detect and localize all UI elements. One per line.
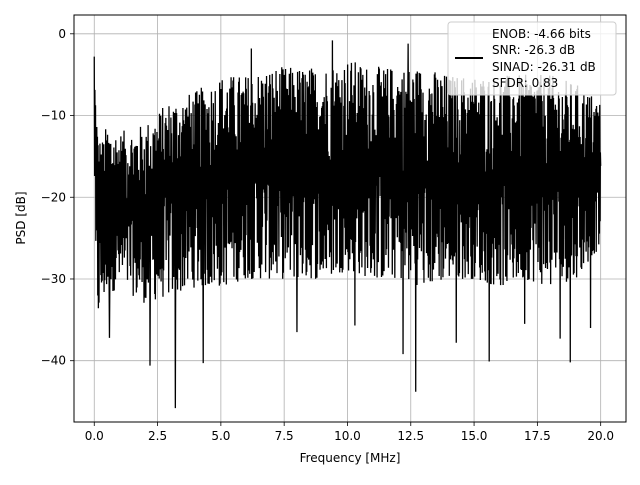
y-tick-label: −20: [41, 190, 66, 204]
y-tick-label: 0: [58, 27, 66, 41]
x-tick-label: 12.5: [397, 429, 424, 443]
x-tick-label: 10.0: [334, 429, 361, 443]
legend-entry-enob: ENOB: -4.66 bits: [492, 27, 591, 41]
x-tick-label: 5.0: [211, 429, 230, 443]
y-axis-title: PSD [dB]: [14, 191, 28, 244]
axes-border: [73, 14, 627, 423]
x-tick-label: 20.0: [587, 429, 614, 443]
legend-entry-snr: SNR: -26.3 dB: [492, 43, 575, 57]
legend-box: [447, 21, 617, 96]
x-tick-label: 0.0: [85, 429, 104, 443]
legend-entry-sfdr: SFDR: 0.83: [492, 76, 558, 90]
y-tick-label: −40: [41, 354, 66, 368]
x-tick-label: 2.5: [148, 429, 167, 443]
legend-entry-sinad: SINAD: -26.31 dB: [492, 60, 596, 74]
psd-series: [93, 40, 602, 409]
legend: ENOB: -4.66 bits SNR: -26.3 dB SINAD: -2…: [447, 21, 617, 96]
y-tick-label: −10: [41, 109, 66, 123]
y-axis-ticks: 0 −10 −20 −30 −40: [41, 27, 74, 368]
x-tick-label: 15.0: [461, 429, 488, 443]
y-tick-label: −30: [41, 272, 66, 286]
x-tick-label: 7.5: [275, 429, 294, 443]
x-axis-ticks: 0.0 2.5 5.0 7.5 10.0 12.5 15.0 17.5 20.0: [85, 422, 614, 443]
x-tick-label: 17.5: [524, 429, 551, 443]
x-axis-title: Frequency [MHz]: [300, 451, 401, 465]
psd-line: [93, 40, 602, 409]
axes-frame: [73, 14, 627, 423]
